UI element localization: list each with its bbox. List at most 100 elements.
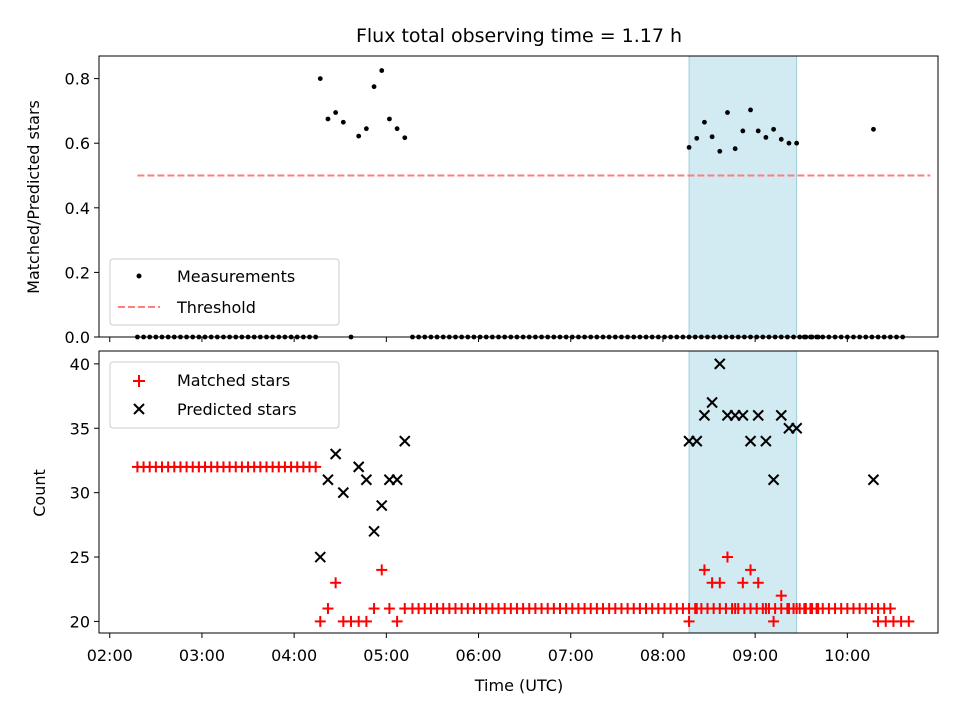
legend-measurements-label: Measurements xyxy=(177,267,295,286)
chart-title: Flux total observing time = 1.17 h xyxy=(356,25,682,47)
top-y-tick-label: 0.8 xyxy=(65,70,90,89)
top-y-tick-label: 0.0 xyxy=(65,328,90,347)
matched-point xyxy=(391,615,403,627)
matched-point xyxy=(903,615,915,627)
measurement-point xyxy=(325,116,331,122)
top-axes-frame xyxy=(98,55,939,338)
predicted-point xyxy=(314,551,326,563)
matched-point xyxy=(322,603,334,615)
bottom-plot-area xyxy=(131,358,915,627)
predicted-point xyxy=(752,409,764,422)
top-y-axis-label: Matched/Predicted stars xyxy=(24,100,43,294)
top-y-tick-label: 0.6 xyxy=(65,134,90,153)
matched-point xyxy=(368,603,380,615)
bot-y-tick-label: 25 xyxy=(70,548,90,567)
measurement-point xyxy=(755,128,761,134)
measurement-point xyxy=(686,145,692,150)
x-tick-label: 05:00 xyxy=(363,646,409,665)
bottom-y-axis-label: Count xyxy=(30,469,49,517)
legend-matched-label: Matched stars xyxy=(177,371,290,390)
measurement-point xyxy=(871,126,876,132)
measurement-point xyxy=(402,135,408,141)
bottom-x-ticks: 02:00 03:00 04:00 05:00 06:00 07:00 08:00 09:00… xyxy=(87,633,870,665)
predicted-point xyxy=(322,474,334,486)
predicted-point xyxy=(337,486,350,499)
measurement-point xyxy=(387,116,392,122)
predicted-point xyxy=(399,435,411,447)
bottom-panel: 02:00 03:00 04:00 05:00 06:00 07:00 08:00 09:00… xyxy=(30,350,939,695)
x-tick-label: 07:00 xyxy=(548,646,594,665)
top-y-tick-label: 0.2 xyxy=(65,263,90,282)
measurement-point xyxy=(702,119,707,125)
measurement-point xyxy=(394,126,400,132)
predicted-point xyxy=(767,474,780,486)
top-panel: 0.00.20.40.60.8 Matched/Predicted stars … xyxy=(24,55,939,347)
predicted-point xyxy=(744,435,757,447)
measurement-point xyxy=(363,126,369,132)
x-axis-label: Time (UTC) xyxy=(474,676,563,695)
top-legend-box xyxy=(109,258,340,326)
matched-point xyxy=(714,577,726,589)
measurement-point xyxy=(748,107,753,113)
bottom-legend-box xyxy=(109,361,340,429)
matched-point xyxy=(683,615,695,627)
predicted-point xyxy=(790,422,803,434)
top-legend: Measurements Threshold xyxy=(109,258,340,326)
matched-point xyxy=(791,603,803,615)
top-x-ticks xyxy=(109,337,848,342)
matched-point xyxy=(691,603,703,615)
bot-y-tick-label: 20 xyxy=(70,612,90,631)
predicted-point xyxy=(698,409,711,422)
matched-point xyxy=(737,577,749,589)
legend-predicted-label: Predicted stars xyxy=(177,400,297,419)
matched-point xyxy=(376,564,388,576)
predicted-point xyxy=(352,461,365,473)
matched-point xyxy=(399,603,411,615)
predicted-point xyxy=(360,474,373,486)
predicted-point xyxy=(760,435,772,447)
measurement-point xyxy=(794,140,800,146)
bottom-legend: Matched stars Predicted stars xyxy=(109,361,340,429)
measurement-point xyxy=(778,136,784,142)
matched-point xyxy=(752,577,764,589)
matched-point xyxy=(729,603,741,615)
predicted-point xyxy=(737,409,749,422)
predicted-point xyxy=(867,474,880,486)
predicted-point xyxy=(391,474,403,486)
x-tick-label: 02:00 xyxy=(87,646,133,665)
top-y-ticks: 0.0 0.2 0.4 0.6 0.8 xyxy=(65,70,99,347)
legend-predicted-marker xyxy=(133,403,145,415)
x-tick-label: 06:00 xyxy=(455,646,501,665)
measurement-point xyxy=(317,76,323,82)
bottom-axes-frame xyxy=(98,350,939,634)
measurement-point xyxy=(340,119,346,125)
bot-y-tick-label: 35 xyxy=(70,419,90,438)
measurement-point xyxy=(771,126,776,132)
matched-point xyxy=(884,603,896,615)
bot-y-tick-label: 30 xyxy=(70,484,90,503)
bottom-y-ticks: 20 25 30 35 40 xyxy=(70,355,99,631)
predicted-point xyxy=(368,525,380,537)
measurement-point xyxy=(786,140,792,146)
measurement-point xyxy=(725,110,730,115)
matched-point xyxy=(330,577,342,589)
predicted-point xyxy=(376,499,388,512)
x-tick-label: 04:00 xyxy=(271,646,317,665)
measurement-point xyxy=(356,133,362,139)
measurement-point xyxy=(379,68,385,73)
measurement-point xyxy=(763,134,769,140)
matched-point xyxy=(760,603,772,615)
matched-point xyxy=(383,603,395,615)
measurement-point xyxy=(371,84,377,90)
top-y-tick-label: 0.4 xyxy=(65,199,90,218)
measurement-point xyxy=(333,110,339,115)
predicted-point xyxy=(691,435,703,447)
predicted-point xyxy=(775,409,787,422)
legend-matched-marker xyxy=(133,375,145,387)
legend-measurement-marker xyxy=(136,273,142,279)
matched-point xyxy=(360,615,372,627)
x-tick-label: 10:00 xyxy=(824,646,870,665)
predicted-point xyxy=(329,448,342,460)
matched-point xyxy=(314,615,326,627)
